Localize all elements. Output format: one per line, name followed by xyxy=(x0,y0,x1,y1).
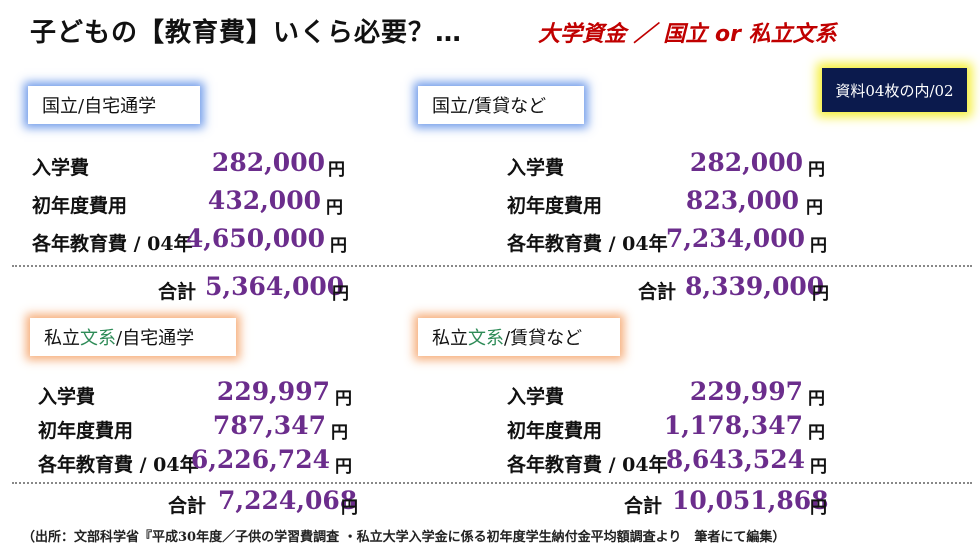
amount-annual-national-home: 4,650,000 xyxy=(185,224,325,253)
label-entrance: 入学費 xyxy=(32,157,90,179)
section-divider xyxy=(12,265,972,267)
title-part: /賃貸など xyxy=(504,328,583,349)
amount-annual-private-home: 6,226,724 xyxy=(190,445,330,474)
amount-entrance-private-rent: 229,997 xyxy=(689,377,803,406)
document-page-badge: 資料04枚の内/02 xyxy=(822,68,967,112)
source-note: （出所：文部科学省『平成30年度／子供の学習費調査 ・私立大学入学金に係る初年度… xyxy=(22,530,786,545)
yen-unit: 円 xyxy=(332,284,349,304)
page-title: 子どもの【教育費】いくら必要？… xyxy=(30,18,463,48)
section-title-national-rent: 国立/賃貸など xyxy=(418,86,584,124)
yen-unit: 円 xyxy=(808,389,825,409)
total-national-home: 5,364,000 xyxy=(205,272,345,301)
yen-unit: 円 xyxy=(810,236,827,256)
yen-unit: 円 xyxy=(808,423,825,443)
label-annual: 各年教育費 / 04年 xyxy=(507,454,668,476)
amount-first-year-private-rent: 1,178,347 xyxy=(663,411,803,440)
section-divider xyxy=(12,482,972,484)
total-private-rent: 10,051,868 xyxy=(672,486,829,515)
yen-unit: 円 xyxy=(810,498,827,518)
yen-unit: 円 xyxy=(808,160,825,180)
label-entrance: 入学費 xyxy=(507,386,565,408)
yen-unit: 円 xyxy=(810,457,827,477)
amount-first-year-national-rent: 823,000 xyxy=(685,186,799,215)
yen-unit: 円 xyxy=(341,498,358,518)
amount-annual-private-rent: 8,643,524 xyxy=(665,445,805,474)
total-national-rent: 8,339,000 xyxy=(685,272,825,301)
title-highlight: 文系 xyxy=(468,328,504,349)
label-entrance: 入学費 xyxy=(507,157,565,179)
title-part: 私立 xyxy=(44,328,80,349)
yen-unit: 円 xyxy=(330,236,347,256)
label-annual: 各年教育費 / 04年 xyxy=(32,233,193,255)
amount-first-year-private-home: 787,347 xyxy=(212,411,326,440)
label-annual: 各年教育費 / 04年 xyxy=(507,233,668,255)
section-title-private-rent: 私立 文系/賃貸など xyxy=(418,318,620,356)
label-total: 合計 xyxy=(638,281,677,303)
label-first-year: 初年度費用 xyxy=(507,420,603,442)
yen-unit: 円 xyxy=(806,198,823,218)
amount-entrance-national-home: 282,000 xyxy=(211,148,325,177)
label-total: 合計 xyxy=(168,495,207,517)
label-first-year: 初年度費用 xyxy=(507,195,603,217)
title-highlight: 文系 xyxy=(80,328,116,349)
label-total: 合計 xyxy=(158,281,197,303)
label-first-year: 初年度費用 xyxy=(32,195,128,217)
yen-unit: 円 xyxy=(335,389,352,409)
yen-unit: 円 xyxy=(812,284,829,304)
label-annual: 各年教育費 / 04年 xyxy=(38,454,199,476)
yen-unit: 円 xyxy=(335,457,352,477)
title-part: /自宅通学 xyxy=(116,328,195,349)
total-private-home: 7,224,068 xyxy=(218,486,358,515)
page-subtitle: 大学資金 ／ 国立 or 私立文系 xyxy=(538,22,837,47)
yen-unit: 円 xyxy=(331,423,348,443)
section-title-national-home: 国立/自宅通学 xyxy=(28,86,200,124)
section-title-private-home: 私立 文系/自宅通学 xyxy=(30,318,236,356)
label-total: 合計 xyxy=(624,495,663,517)
label-entrance: 入学費 xyxy=(38,386,96,408)
yen-unit: 円 xyxy=(328,160,345,180)
amount-entrance-national-rent: 282,000 xyxy=(689,148,803,177)
label-first-year: 初年度費用 xyxy=(38,420,134,442)
amount-first-year-national-home: 432,000 xyxy=(207,186,321,215)
amount-entrance-private-home: 229,997 xyxy=(216,377,330,406)
yen-unit: 円 xyxy=(326,198,343,218)
title-part: 私立 xyxy=(432,328,468,349)
amount-annual-national-rent: 7,234,000 xyxy=(665,224,805,253)
